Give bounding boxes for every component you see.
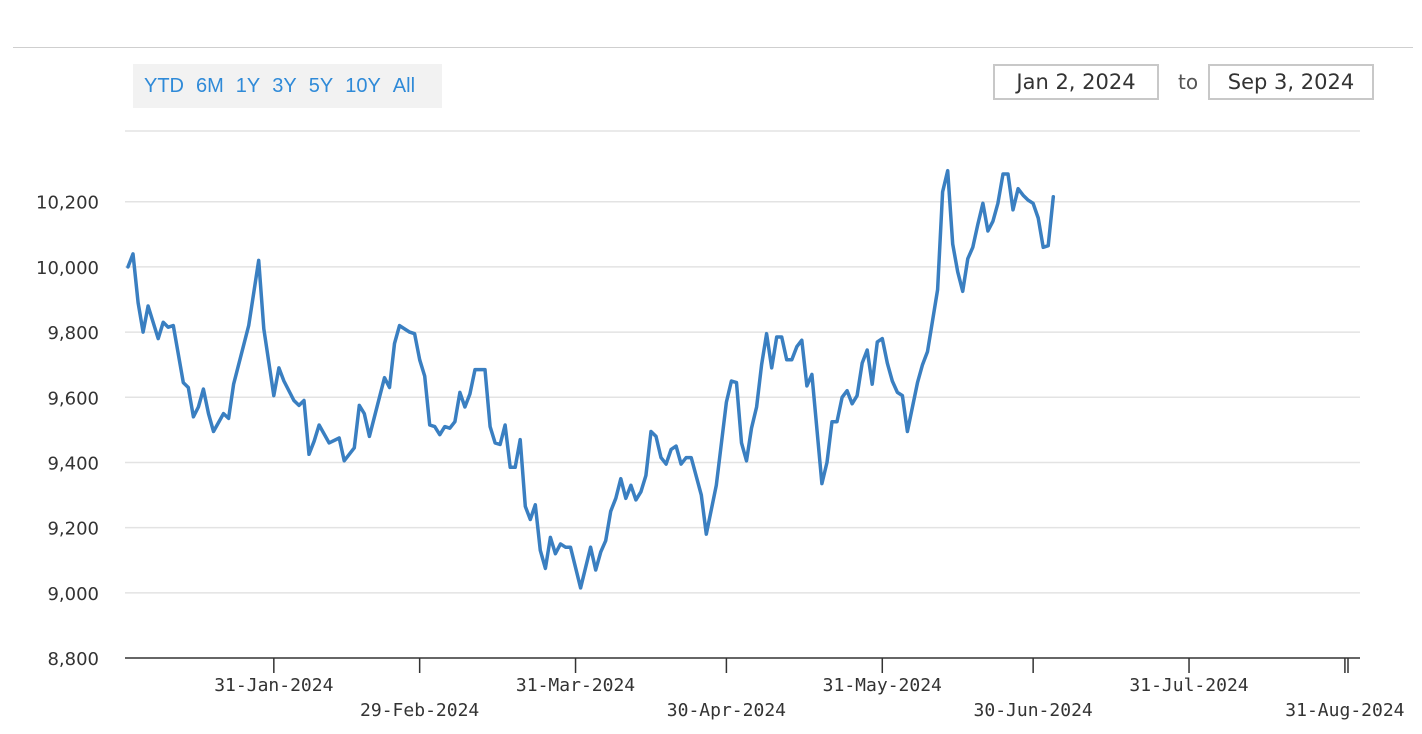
- range-button-5y[interactable]: 5Y: [308, 74, 334, 97]
- y-tick-label: 9,000: [47, 584, 99, 605]
- range-button-ytd[interactable]: YTD: [144, 74, 184, 97]
- y-tick-label: 9,200: [47, 519, 99, 540]
- x-tick-label: 31-Aug-2024: [1285, 700, 1404, 721]
- range-button-6m[interactable]: 6M: [196, 74, 224, 97]
- x-tick-label: 31-Jul-2024: [1129, 675, 1248, 696]
- y-tick-label: 8,800: [47, 649, 99, 670]
- range-button-all[interactable]: All: [392, 74, 416, 97]
- x-tick-label: 30-Jun-2024: [974, 700, 1093, 721]
- x-tick-label: 31-Mar-2024: [516, 675, 635, 696]
- series-line: [126, 168, 1056, 590]
- x-tick-label: 31-May-2024: [823, 675, 942, 696]
- range-button-3y[interactable]: 3Y: [272, 74, 297, 97]
- range-button-1y[interactable]: 1Y: [235, 74, 261, 97]
- y-tick-label: 10,000: [36, 258, 99, 279]
- y-tick-label: 9,800: [47, 323, 99, 344]
- y-tick-label: 10,200: [36, 193, 99, 214]
- range-selector: YTD 6M 1Y 3Y 5Y 10Y All: [133, 64, 442, 108]
- y-tick-label: 9,600: [47, 388, 99, 409]
- y-tick-label: 9,400: [47, 453, 99, 474]
- date-from-input[interactable]: Jan 2, 2024: [993, 64, 1159, 100]
- range-button-10y[interactable]: 10Y: [345, 74, 381, 97]
- x-tick-label: 29-Feb-2024: [360, 700, 479, 721]
- x-tick-label: 31-Jan-2024: [214, 675, 333, 696]
- series-line-secondary: [126, 169, 1055, 590]
- x-tick-label: 30-Apr-2024: [667, 700, 786, 721]
- top-divider: [13, 47, 1413, 48]
- date-to-input[interactable]: Sep 3, 2024: [1208, 64, 1374, 100]
- date-to-label: to: [1178, 70, 1199, 94]
